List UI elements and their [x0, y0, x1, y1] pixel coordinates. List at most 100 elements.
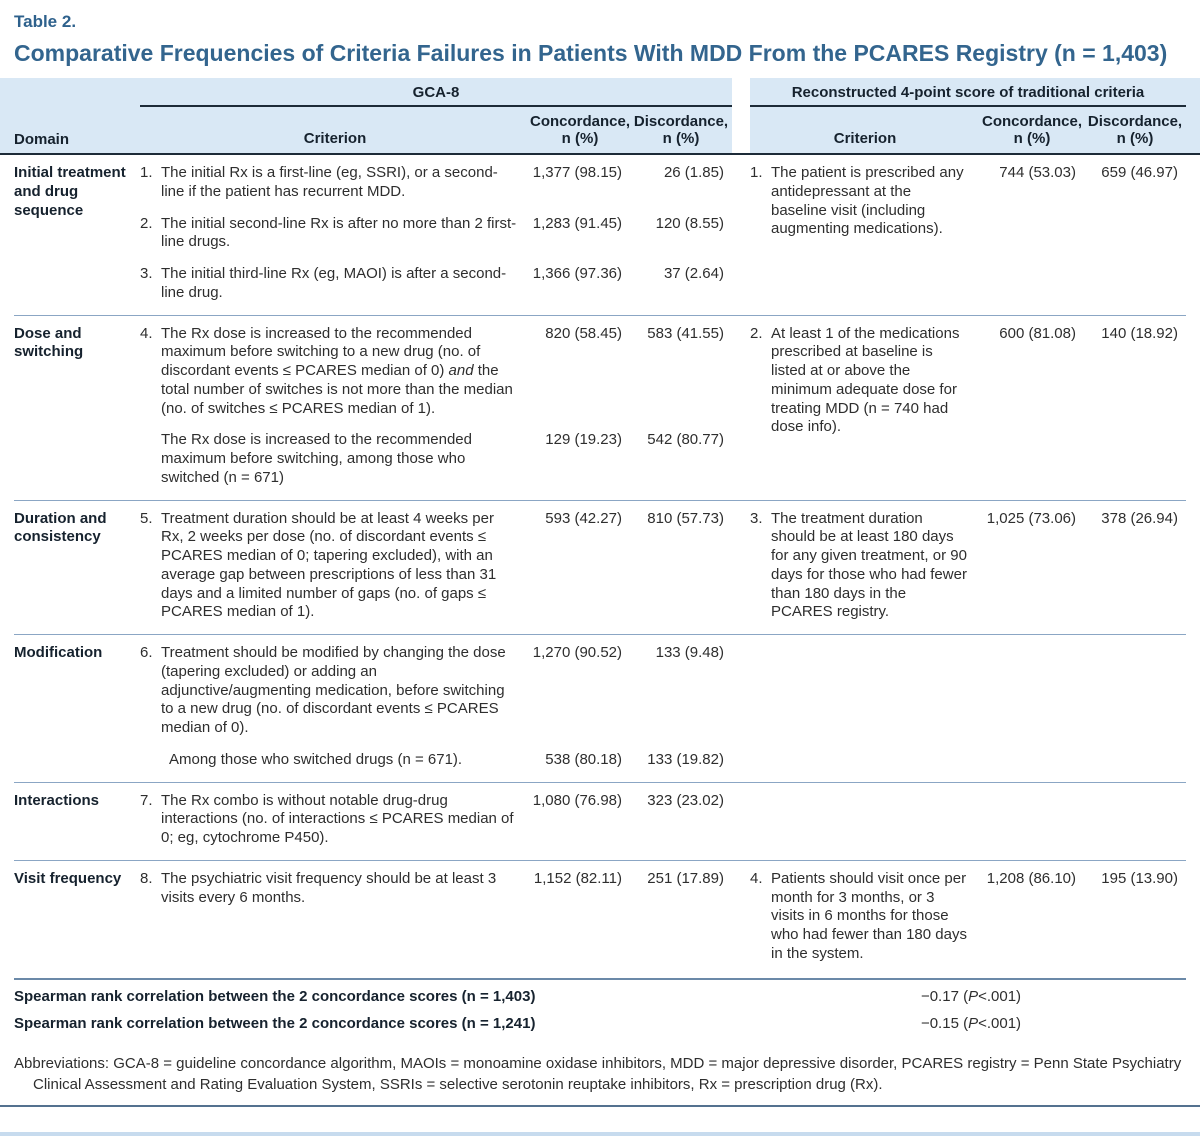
concordance-value: 1,080 (76.98): [532, 791, 622, 809]
discordance-value: 133 (9.48): [655, 644, 724, 662]
criterion-text: The psychiatric visit frequency should b…: [161, 869, 497, 906]
table-number-label: Table 2.: [14, 12, 77, 31]
section-initial-treatment: Initial treatment and drug sequence 1. Th…: [14, 155, 1186, 316]
spearman-row: Spearman rank correlation between the 2 …: [14, 988, 1186, 1007]
domain-label: Duration and consistency: [14, 509, 107, 546]
spearman-value-part: −0.17 (: [920, 987, 969, 1005]
concordance-value: 1,152 (82.11): [533, 869, 622, 887]
concordance-value: 744 (53.03): [999, 164, 1076, 182]
table-row: 7. The Rx combo is without notable drug-d…: [140, 792, 732, 848]
spearman-value: −0.17 (P<.001): [756, 988, 1186, 1007]
table-title: Comparative Frequencies of Criteria Fail…: [14, 40, 1168, 66]
criterion-number: 8.: [140, 869, 153, 887]
domain-label: Dose and switching: [14, 324, 84, 361]
discordance-value: 37 (2.64): [663, 265, 724, 283]
spearman-value-part: −0.15 (: [920, 1015, 969, 1033]
table-row: 4. The Rx dose is increased to the recomm…: [140, 325, 732, 419]
concordance-value: 1,377 (98.15): [532, 164, 622, 182]
table-row: 6. Treatment should be modified by changi…: [140, 644, 732, 738]
domain-label: Initial treatment and drug sequence: [14, 164, 126, 219]
criterion-text-italic: and: [448, 362, 474, 380]
discordance-value: 659 (46.97): [1101, 164, 1178, 182]
criterion-number: [140, 751, 161, 770]
criterion-number: 3.: [750, 509, 763, 527]
criterion-text: The treatment duration should be at leas…: [771, 509, 967, 621]
concordance-value: 1,208 (86.10): [986, 869, 1076, 887]
criterion-text: The initial Rx is a first-line (eg, SSRI…: [161, 164, 498, 200]
table-row: 4. Patients should visit once per month f…: [750, 870, 1186, 964]
discordance-value: 120 (8.55): [655, 214, 724, 232]
concordance-value: 1,366 (97.36): [532, 265, 622, 283]
domain-label: Modification: [14, 644, 103, 662]
criterion-text: Among those who switched drugs (n = 671)…: [169, 750, 463, 768]
column-header-recon-concordance: Concordance, n (%): [981, 112, 1083, 148]
gca8-group-label: GCA-8: [140, 84, 732, 107]
table-row-empty: [750, 644, 1186, 770]
criterion-text: The Rx combo is without notable drug-dru…: [161, 791, 514, 847]
section-dose-switching: Dose and switching 4. The Rx dose is incr…: [14, 316, 1186, 501]
column-header-recon-discordance: Discordance, n (%): [1087, 112, 1183, 148]
criterion-number: 1.: [750, 164, 763, 182]
criterion-number: 6.: [140, 644, 153, 662]
column-header-gca-criterion: Criterion: [303, 130, 367, 148]
criterion-number: 7.: [140, 791, 153, 809]
spearman-value-part: <.001): [978, 987, 1022, 1005]
criterion-text: Treatment duration should be at least 4 …: [161, 509, 497, 621]
criterion-text: Patients should visit once per month for…: [771, 869, 967, 962]
title-block: Table 2. Comparative Frequencies of Crit…: [0, 0, 1200, 78]
table-body: Initial treatment and drug sequence 1. Th…: [0, 155, 1200, 978]
gca8-header-group: GCA-8 Criterion Concordance, n (%) Disco…: [140, 78, 732, 153]
table-row: 3. The treatment duration should be at le…: [750, 510, 1186, 623]
column-header-gca-discordance: Discordance, n (%): [633, 112, 729, 148]
criterion-text: The Rx dose is increased to the recommen…: [161, 431, 472, 486]
discordance-value: 133 (19.82): [647, 750, 724, 768]
spearman-p-italic: P: [968, 1015, 979, 1033]
discordance-value: 542 (80.77): [647, 431, 724, 449]
recon-group-label: Reconstructed 4-point score of tradition…: [750, 84, 1186, 107]
bottom-strip: [0, 1132, 1200, 1136]
criterion-text: The initial third-line Rx (eg, MAOI) is …: [161, 265, 507, 301]
criterion-number: 1.: [140, 164, 153, 182]
section-interactions: Interactions 7. The Rx combo is without n…: [14, 783, 1186, 861]
concordance-value: 1,283 (91.45): [532, 214, 622, 232]
criterion-number: 2.: [140, 214, 153, 232]
criterion-text: The patient is prescribed any antidepres…: [771, 164, 964, 238]
table-row: 2. The initial second-line Rx is after no…: [140, 215, 732, 253]
spearman-label: Spearman rank correlation between the 2 …: [14, 1015, 536, 1033]
table-row: 8. The psychiatric visit frequency should…: [140, 870, 732, 908]
bottom-rule: [0, 1105, 1200, 1108]
header-column-gap: [732, 77, 750, 154]
spearman-label: Spearman rank correlation between the 2 …: [14, 987, 536, 1005]
column-header-domain: Domain: [14, 131, 70, 149]
concordance-value: 820 (58.45): [545, 324, 622, 342]
column-header-recon-criterion: Criterion: [833, 130, 897, 148]
abbreviations-text: Abbreviations: GCA-8 = guideline concord…: [14, 1055, 1182, 1094]
criterion-number: [140, 431, 161, 487]
discordance-value: 26 (1.85): [663, 164, 724, 182]
criterion-text-part: the total number of switches is not more…: [161, 362, 513, 417]
concordance-value: 1,025 (73.06): [986, 509, 1076, 527]
concordance-value: 1,270 (90.52): [532, 644, 622, 662]
spearman-value: −0.15 (P<.001): [756, 1015, 1186, 1034]
spearman-row: Spearman rank correlation between the 2 …: [14, 1015, 1186, 1034]
criterion-number: 3.: [140, 265, 153, 283]
discordance-value: 195 (13.90): [1101, 869, 1178, 887]
table-row: The Rx dose is increased to the recommen…: [140, 431, 732, 487]
discordance-value: 810 (57.73): [647, 509, 724, 527]
criterion-text: Treatment should be modified by changing…: [161, 644, 506, 737]
criterion-text-part: The Rx dose is increased to the recommen…: [161, 324, 481, 380]
table-row: Among those who switched drugs (n = 671)…: [140, 751, 732, 770]
spearman-p-italic: P: [968, 987, 979, 1005]
criterion-number: 4.: [140, 324, 153, 342]
recon-header-group: Reconstructed 4-point score of tradition…: [750, 78, 1186, 153]
section-duration-consistency: Duration and consistency 5. Treatment dur…: [14, 501, 1186, 636]
table-row: 1. The initial Rx is a first-line (eg, SS…: [140, 164, 732, 202]
concordance-value: 600 (81.08): [999, 324, 1076, 342]
section-visit-frequency: Visit frequency 8. The psychiatric visit …: [14, 861, 1186, 978]
spearman-section: Spearman rank correlation between the 2 …: [14, 977, 1186, 1035]
criterion-number: 5.: [140, 509, 153, 527]
spearman-value-part: <.001): [978, 1015, 1022, 1033]
discordance-value: 251 (17.89): [647, 869, 724, 887]
table-row: 2. At least 1 of the medications prescrib…: [750, 325, 1186, 488]
criterion-number: 2.: [750, 324, 763, 342]
